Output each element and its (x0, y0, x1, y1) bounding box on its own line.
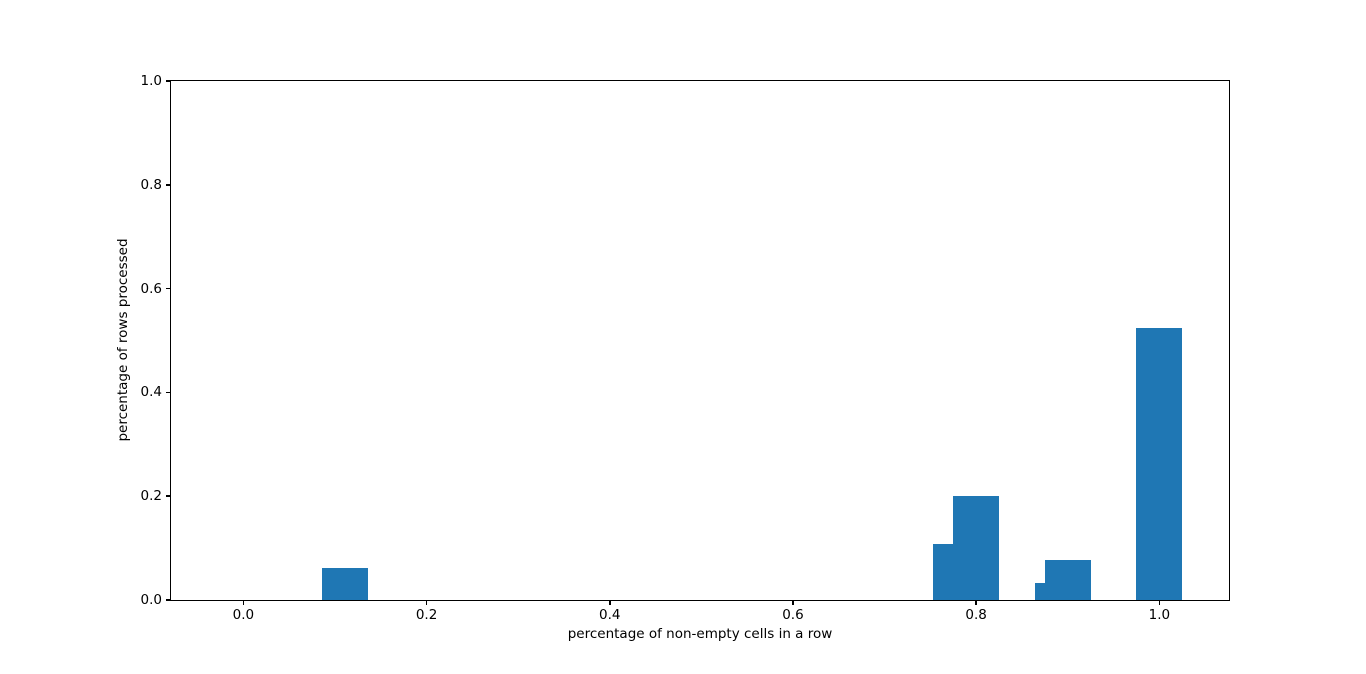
x-tick-mark (425, 600, 428, 605)
bar (953, 495, 1000, 600)
y-tick-mark (166, 184, 171, 186)
x-tick-label: 0.0 (232, 607, 255, 623)
x-tick-mark (609, 600, 611, 605)
plot-area (171, 81, 1229, 600)
y-tick-mark (166, 287, 171, 290)
x-tick-label: 0.8 (965, 607, 987, 623)
y-tick-mark (166, 391, 171, 394)
y-tick-label: 0.2 (140, 488, 162, 505)
y-tick-label: 0.4 (140, 384, 162, 401)
x-tick-mark (242, 600, 245, 605)
x-tick-mark (792, 600, 794, 605)
y-tick-label: 1.0 (140, 73, 162, 89)
bar (1044, 559, 1091, 600)
y-tick-label: 0.8 (140, 176, 162, 193)
y-tick-mark (166, 80, 171, 82)
bar (1136, 328, 1183, 600)
x-tick-label: 0.2 (415, 607, 438, 623)
x-tick-label: 0.4 (599, 607, 621, 623)
bar (322, 568, 368, 600)
y-tick-mark (166, 495, 171, 497)
y-tick-label: 0.0 (140, 592, 162, 608)
x-tick-mark (975, 600, 977, 605)
y-tick-label: 0.6 (140, 280, 162, 297)
y-axis-label: percentage of rows processed (115, 238, 131, 442)
x-tick-label: 0.6 (782, 607, 804, 623)
x-tick-mark (1158, 600, 1161, 605)
x-tick-label: 1.0 (1148, 607, 1171, 623)
y-tick-mark (166, 599, 171, 601)
x-axis-label: percentage of non-empty cells in a row (567, 626, 833, 642)
